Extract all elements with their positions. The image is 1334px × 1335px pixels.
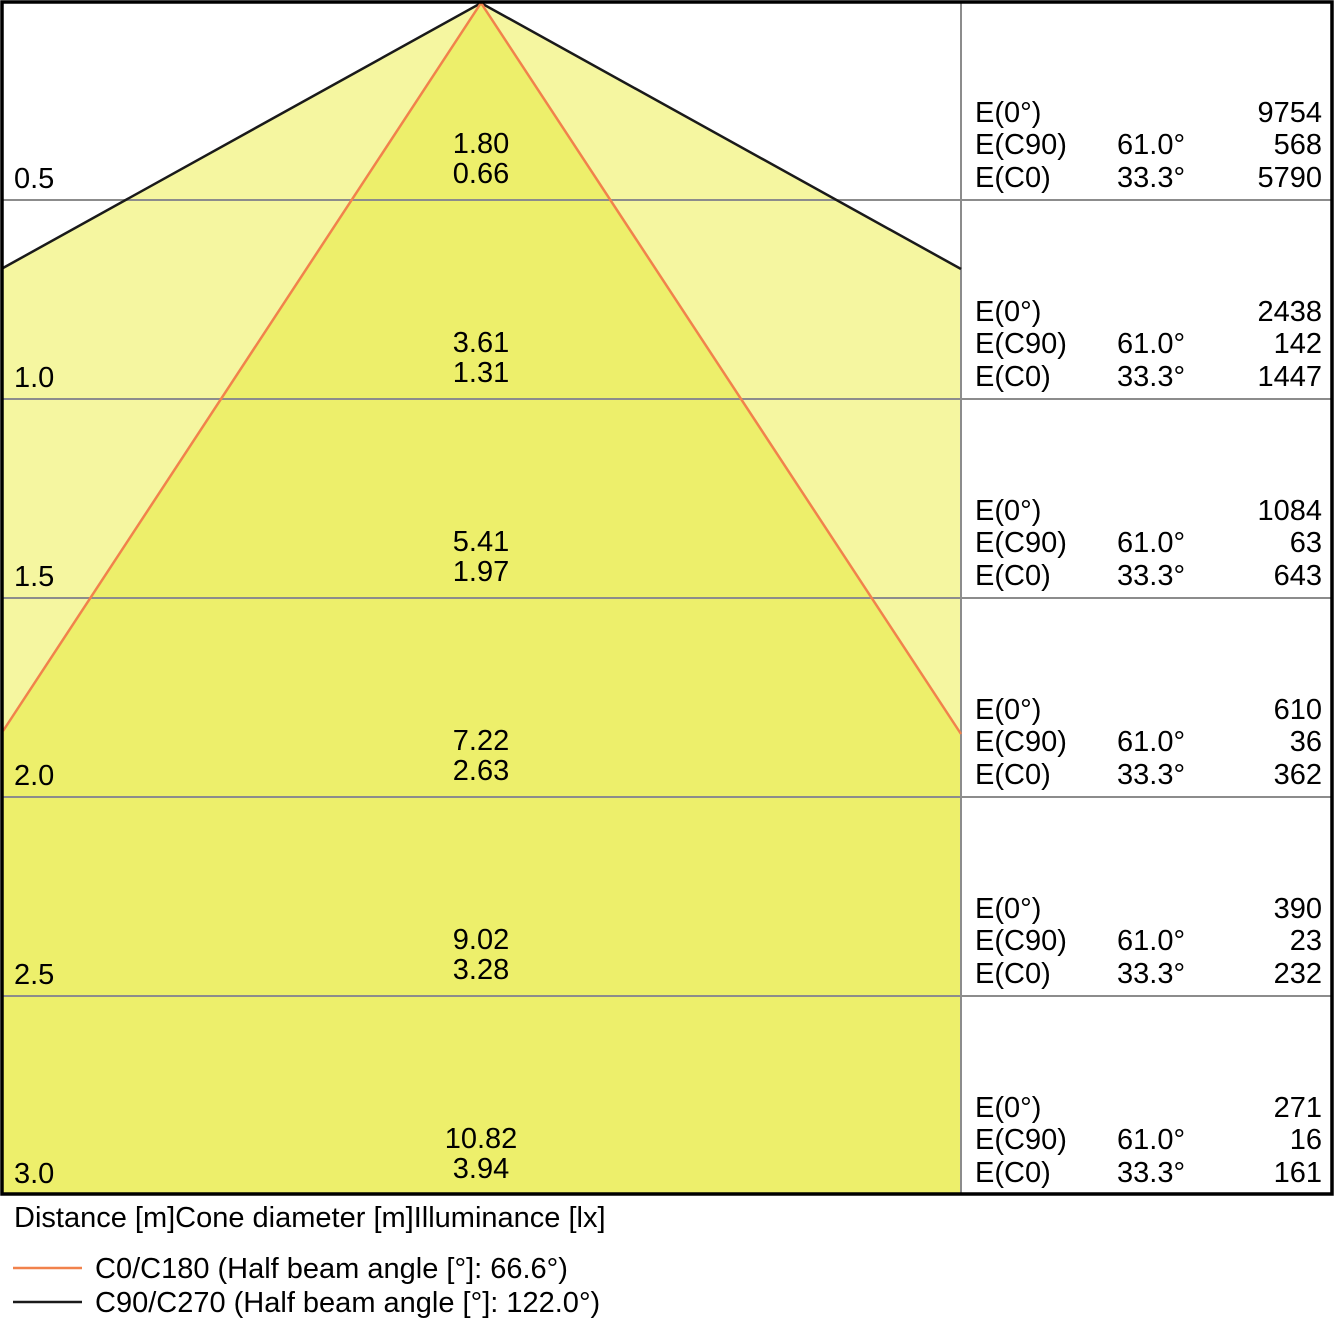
- ec90-angle: 61.0°: [1117, 726, 1185, 758]
- ec0-value: 161: [1274, 1157, 1322, 1189]
- ec90-label: E(C90): [975, 1124, 1067, 1156]
- cone-diameter-c90-label: 5.41: [453, 526, 509, 558]
- cone-diameter-c90-label: 9.02: [453, 924, 509, 956]
- ec0-angle: 33.3°: [1117, 958, 1185, 990]
- illuminance-row: E(0°) 610 E(C90) 61.0° 36 E(C0) 33.3° 36…: [975, 694, 1322, 791]
- illuminance-row: E(0°) 1084 E(C90) 61.0° 63 E(C0) 33.3° 6…: [975, 495, 1322, 592]
- ec90-angle: 61.0°: [1117, 129, 1185, 161]
- legend-c0-label: C0/C180 (Half beam angle [°]: 66.6°): [95, 1253, 568, 1285]
- cone-diameter-c90-label: 10.82: [445, 1123, 518, 1155]
- e0-value: 390: [1274, 893, 1322, 925]
- legend-c90-label: C90/C270 (Half beam angle [°]: 122.0°): [95, 1287, 600, 1319]
- cone-diameter-c90-label: 7.22: [453, 725, 509, 757]
- e0-label: E(0°): [975, 1092, 1041, 1124]
- illuminance-row: E(0°) 9754 E(C90) 61.0° 568 E(C0) 33.3° …: [975, 97, 1322, 194]
- distance-label: 0.5: [14, 163, 54, 195]
- legend: C0/C180 (Half beam angle [°]: 66.6°) C90…: [13, 1253, 600, 1319]
- ec0-angle: 33.3°: [1117, 759, 1185, 791]
- ec0-label: E(C0): [975, 162, 1051, 194]
- e0-label: E(0°): [975, 893, 1041, 925]
- ec90-value: 568: [1274, 129, 1322, 161]
- ec90-angle: 61.0°: [1117, 925, 1185, 957]
- e0-value: 610: [1274, 694, 1322, 726]
- cone-diameter-c0-label: 2.63: [453, 755, 509, 787]
- ec0-value: 232: [1274, 958, 1322, 990]
- distance-gridlines: [3, 199, 1331, 997]
- ec90-value: 23: [1290, 925, 1322, 957]
- ec90-label: E(C90): [975, 527, 1067, 559]
- diagram-border: [0, 0, 1334, 1196]
- ec90-label: E(C90): [975, 925, 1067, 957]
- ec90-value: 16: [1290, 1124, 1322, 1156]
- ec0-angle: 33.3°: [1117, 361, 1185, 393]
- distance-label: 1.0: [14, 362, 54, 394]
- ec0-label: E(C0): [975, 361, 1051, 393]
- ec0-label: E(C0): [975, 759, 1051, 791]
- ec90-angle: 61.0°: [1117, 328, 1185, 360]
- cone-diameter-c0-label: 0.66: [453, 158, 509, 190]
- ec90-angle: 61.0°: [1117, 1124, 1185, 1156]
- distance-label: 1.5: [14, 561, 54, 593]
- ec90-value: 63: [1290, 527, 1322, 559]
- ec0-angle: 33.3°: [1117, 162, 1185, 194]
- cone-diameter-c90-label: 1.80: [453, 128, 509, 160]
- ec90-value: 142: [1274, 328, 1322, 360]
- units-distance: Distance [m]: [14, 1202, 175, 1234]
- ec0-value: 5790: [1257, 162, 1322, 194]
- e0-value: 1084: [1257, 495, 1322, 527]
- ec90-value: 36: [1290, 726, 1322, 758]
- illuminance-table: E(0°) 9754 E(C90) 61.0° 568 E(C0) 33.3° …: [975, 97, 1322, 1189]
- distance-label: 2.0: [14, 760, 54, 792]
- ec0-value: 643: [1274, 560, 1322, 592]
- cone-diameter-labels: 1.80 0.66 3.61 1.31 5.41 1.97 7.22 2.63 …: [445, 128, 518, 1185]
- illuminance-row: E(0°) 271 E(C90) 61.0° 16 E(C0) 33.3° 16…: [975, 1092, 1322, 1189]
- e0-label: E(0°): [975, 694, 1041, 726]
- units-illuminance: Illuminance [lx]: [414, 1202, 606, 1234]
- illuminance-row: E(0°) 2438 E(C90) 61.0° 142 E(C0) 33.3° …: [975, 296, 1322, 393]
- cone-diameter-c0-label: 3.28: [453, 954, 509, 986]
- e0-label: E(0°): [975, 296, 1041, 328]
- ec90-label: E(C90): [975, 129, 1067, 161]
- units-cone-diameter: Cone diameter [m]: [175, 1202, 414, 1234]
- distance-label: 3.0: [14, 1158, 54, 1190]
- cone-diameter-c0-label: 3.94: [453, 1153, 509, 1185]
- ec0-label: E(C0): [975, 1157, 1051, 1189]
- cone-diameter-c0-label: 1.97: [453, 556, 509, 588]
- distance-label: 2.5: [14, 959, 54, 991]
- ec0-angle: 33.3°: [1117, 1157, 1185, 1189]
- e0-label: E(0°): [975, 97, 1041, 129]
- cone-diameter-c0-label: 1.31: [453, 357, 509, 389]
- ec0-label: E(C0): [975, 958, 1051, 990]
- ec90-angle: 61.0°: [1117, 527, 1185, 559]
- e0-value: 271: [1274, 1092, 1322, 1124]
- ec90-label: E(C90): [975, 328, 1067, 360]
- distance-labels: 0.5 1.0 1.5 2.0 2.5 3.0: [14, 163, 54, 1190]
- ec90-label: E(C90): [975, 726, 1067, 758]
- ec0-value: 1447: [1257, 361, 1322, 393]
- cone-diameter-c90-label: 3.61: [453, 327, 509, 359]
- e0-label: E(0°): [975, 495, 1041, 527]
- ec0-label: E(C0): [975, 560, 1051, 592]
- e0-value: 2438: [1257, 296, 1322, 328]
- e0-value: 9754: [1257, 97, 1322, 129]
- units-caption: Distance [m]Cone diameter [m]Illuminance…: [14, 1202, 606, 1234]
- illuminance-row: E(0°) 390 E(C90) 61.0° 23 E(C0) 33.3° 23…: [975, 893, 1322, 990]
- ec0-value: 362: [1274, 759, 1322, 791]
- ec0-angle: 33.3°: [1117, 560, 1185, 592]
